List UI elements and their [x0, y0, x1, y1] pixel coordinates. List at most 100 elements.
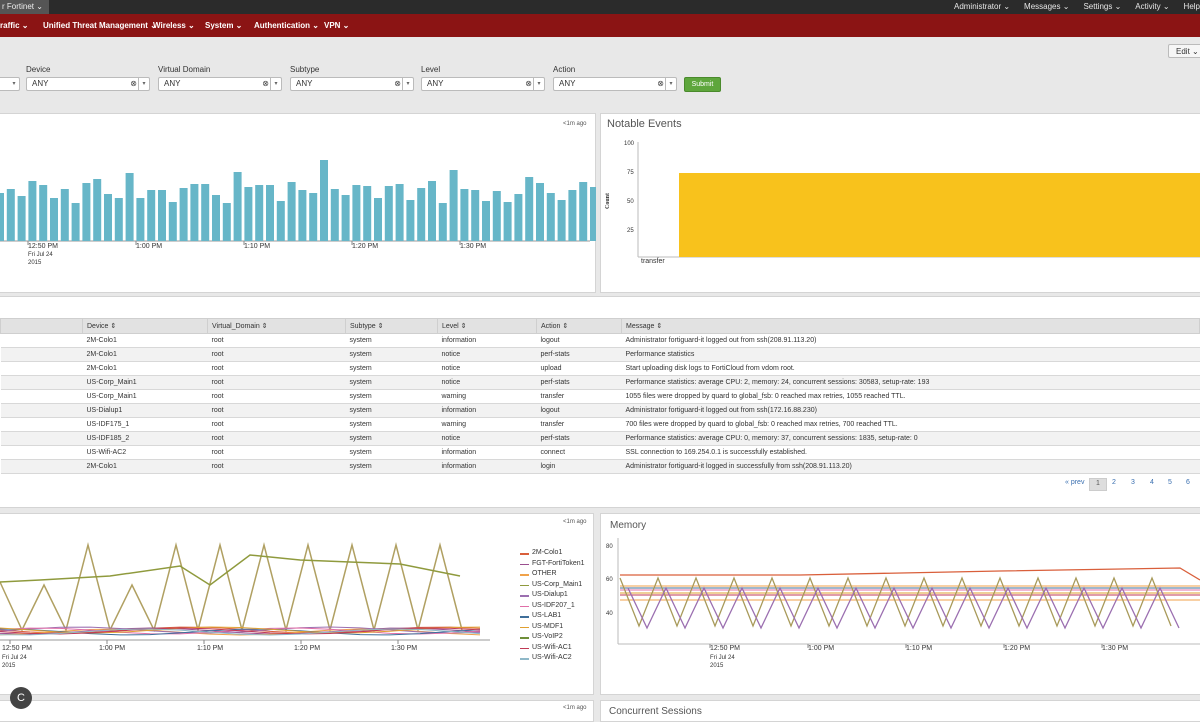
legend-item[interactable]: US-Dialup1 — [520, 590, 585, 601]
x-tick: 1:00 PM — [99, 645, 126, 652]
cpu-panel — [0, 513, 594, 695]
event-bar — [395, 184, 404, 241]
page-1[interactable]: 1 — [1089, 478, 1107, 491]
table-cell: root — [207, 417, 346, 432]
device-select[interactable]: ANY ⊗ ▾ — [26, 77, 150, 91]
legend-label: US-Corp_Main1 — [532, 580, 583, 588]
level-select[interactable]: ANY ⊗ ▾ — [421, 77, 545, 91]
event-bar — [255, 185, 264, 241]
chevron-down-icon[interactable]: ▾ — [270, 78, 281, 90]
column-header-level[interactable]: Level ⇕ — [437, 318, 537, 334]
table-row[interactable]: 2M-Colo1 root system notice perf-stats Perfor… — [0, 347, 1200, 362]
column-header-action[interactable]: Action ⇕ — [536, 318, 622, 334]
event-bar — [114, 198, 123, 241]
table-row[interactable]: US-Corp_Main1 root system warning transfer 10… — [0, 389, 1200, 404]
date-label: Fri Jul 24 — [710, 655, 735, 661]
column-header-device[interactable]: Device ⇕ — [82, 318, 208, 334]
year-label: 2015 — [710, 663, 724, 669]
table-row[interactable]: 2M-Colo1 root system information login Admini… — [0, 459, 1200, 474]
table-cell: system — [345, 375, 438, 390]
vdom-select[interactable]: ANY ⊗ ▾ — [158, 77, 282, 91]
column-header-virtual-domain[interactable]: Virtual_Domain ⇕ — [207, 318, 346, 334]
table-cell: connect — [536, 445, 622, 460]
y-tick: 60 — [606, 577, 613, 583]
legend-item[interactable]: US-Wifi-AC1 — [520, 643, 585, 654]
event-bar — [514, 194, 523, 241]
table-row[interactable]: US-IDF185_2 root system notice perf-stats Per… — [0, 431, 1200, 446]
legend-label: US-IDF207_1 — [532, 601, 575, 609]
clear-icon[interactable]: ⊗ — [262, 79, 269, 88]
page-2[interactable]: 2 — [1112, 479, 1116, 486]
event-bar — [460, 189, 469, 241]
table-row[interactable]: US-IDF175_1 root system warning transfer 700 … — [0, 417, 1200, 432]
legend-item[interactable]: US-MDF1 — [520, 622, 585, 633]
page-3[interactable]: 3 — [1131, 479, 1135, 486]
event-bar — [28, 181, 37, 241]
table-cell: notice — [437, 361, 537, 376]
table-cell: US-IDF175_1 — [82, 417, 208, 432]
table-cell: 2M-Colo1 — [82, 361, 208, 376]
legend-item[interactable]: US-VoIP2 — [520, 632, 585, 643]
clear-icon[interactable]: ⊗ — [657, 79, 664, 88]
legend-item[interactable]: US-IDF207_1 — [520, 601, 585, 612]
column-header[interactable] — [0, 318, 83, 334]
table-cell — [0, 347, 83, 362]
legend-item[interactable]: FGT-FortiToken1 — [520, 559, 585, 570]
nav-system[interactable]: System ⌄ — [205, 21, 243, 30]
app-nav-bar: raffic ⌄ Unified Threat Management ⌄ Wir… — [0, 14, 1200, 37]
messages-menu[interactable]: Messages ⌄ — [1024, 2, 1070, 11]
y-tick: 75 — [627, 170, 634, 176]
column-header-message[interactable]: Message ⇕ — [621, 318, 1200, 334]
nav-wireless[interactable]: Wireless ⌄ — [153, 21, 195, 30]
legend-item[interactable]: OTHER — [520, 569, 585, 580]
clear-icon[interactable]: ⊗ — [130, 79, 137, 88]
column-header-subtype[interactable]: Subtype ⇕ — [345, 318, 438, 334]
chevron-down-icon[interactable]: ▾ — [402, 78, 413, 90]
legend-item[interactable]: US-Wifi-AC2 — [520, 653, 585, 664]
table-body: 2M-Colo1 root system information logout Admin… — [0, 333, 1200, 474]
submit-button[interactable]: Submit — [684, 77, 721, 92]
legend-item[interactable]: 2M-Colo1 — [520, 548, 585, 559]
settings-menu[interactable]: Settings ⌄ — [1083, 2, 1122, 11]
pager-prev[interactable]: « prev — [1065, 479, 1085, 486]
page-4[interactable]: 4 — [1150, 479, 1154, 486]
administrator-menu[interactable]: Administrator ⌄ — [953, 2, 1011, 11]
action-select[interactable]: ANY ⊗ ▾ — [553, 77, 677, 91]
clear-icon[interactable]: ⊗ — [525, 79, 532, 88]
time-range-select[interactable]: ▾ — [0, 77, 20, 91]
table-row[interactable]: 2M-Colo1 root system notice upload Start uplo… — [0, 361, 1200, 376]
nav-vpn[interactable]: VPN ⌄ — [324, 21, 350, 30]
event-bar — [17, 196, 26, 241]
legend-item[interactable]: US-LAB1 — [520, 611, 585, 622]
page-5[interactable]: 5 — [1168, 479, 1172, 486]
table-row[interactable]: US-Wifi-AC2 root system information connect S… — [0, 445, 1200, 460]
chevron-down-icon[interactable]: ▾ — [533, 78, 544, 90]
refresh-time: <1m ago — [563, 121, 587, 127]
table-cell — [0, 333, 83, 348]
copyright-badge-icon[interactable]: C — [10, 687, 32, 709]
table-row[interactable]: US-Corp_Main1 root system notice perf-stats P… — [0, 375, 1200, 390]
legend-label: US-Wifi-AC1 — [532, 643, 572, 651]
activity-menu[interactable]: Activity ⌄ — [1135, 2, 1170, 11]
event-bar — [147, 190, 156, 241]
table-cell: logout — [536, 333, 622, 348]
chevron-down-icon[interactable]: ▾ — [665, 78, 676, 90]
nav-authentication[interactable]: Authentication ⌄ — [254, 21, 319, 30]
subtype-select[interactable]: ANY ⊗ ▾ — [290, 77, 414, 91]
date-label: Fri Jul 24 — [28, 252, 53, 258]
table-row[interactable]: US-Dialup1 root system information logout Adm… — [0, 403, 1200, 418]
table-row[interactable]: 2M-Colo1 root system information logout Admin… — [0, 333, 1200, 348]
x-tick: 1:30 PM — [391, 645, 418, 652]
help-menu[interactable]: Help — [1183, 2, 1200, 11]
clear-icon[interactable]: ⊗ — [394, 79, 401, 88]
chevron-down-icon[interactable]: ▾ — [138, 78, 149, 90]
legend-swatch — [520, 553, 529, 555]
nav-utm[interactable]: Unified Threat Management ⌄ — [43, 21, 157, 30]
event-bar — [287, 182, 296, 241]
legend-item[interactable]: US-Corp_Main1 — [520, 580, 585, 591]
app-brand-menu[interactable]: r Fortinet ⌄ — [0, 0, 49, 14]
edit-button[interactable]: Edit ⌄ — [1168, 44, 1200, 58]
table-cell — [0, 389, 83, 404]
nav-traffic[interactable]: raffic ⌄ — [0, 21, 29, 30]
page-6[interactable]: 6 — [1186, 479, 1190, 486]
